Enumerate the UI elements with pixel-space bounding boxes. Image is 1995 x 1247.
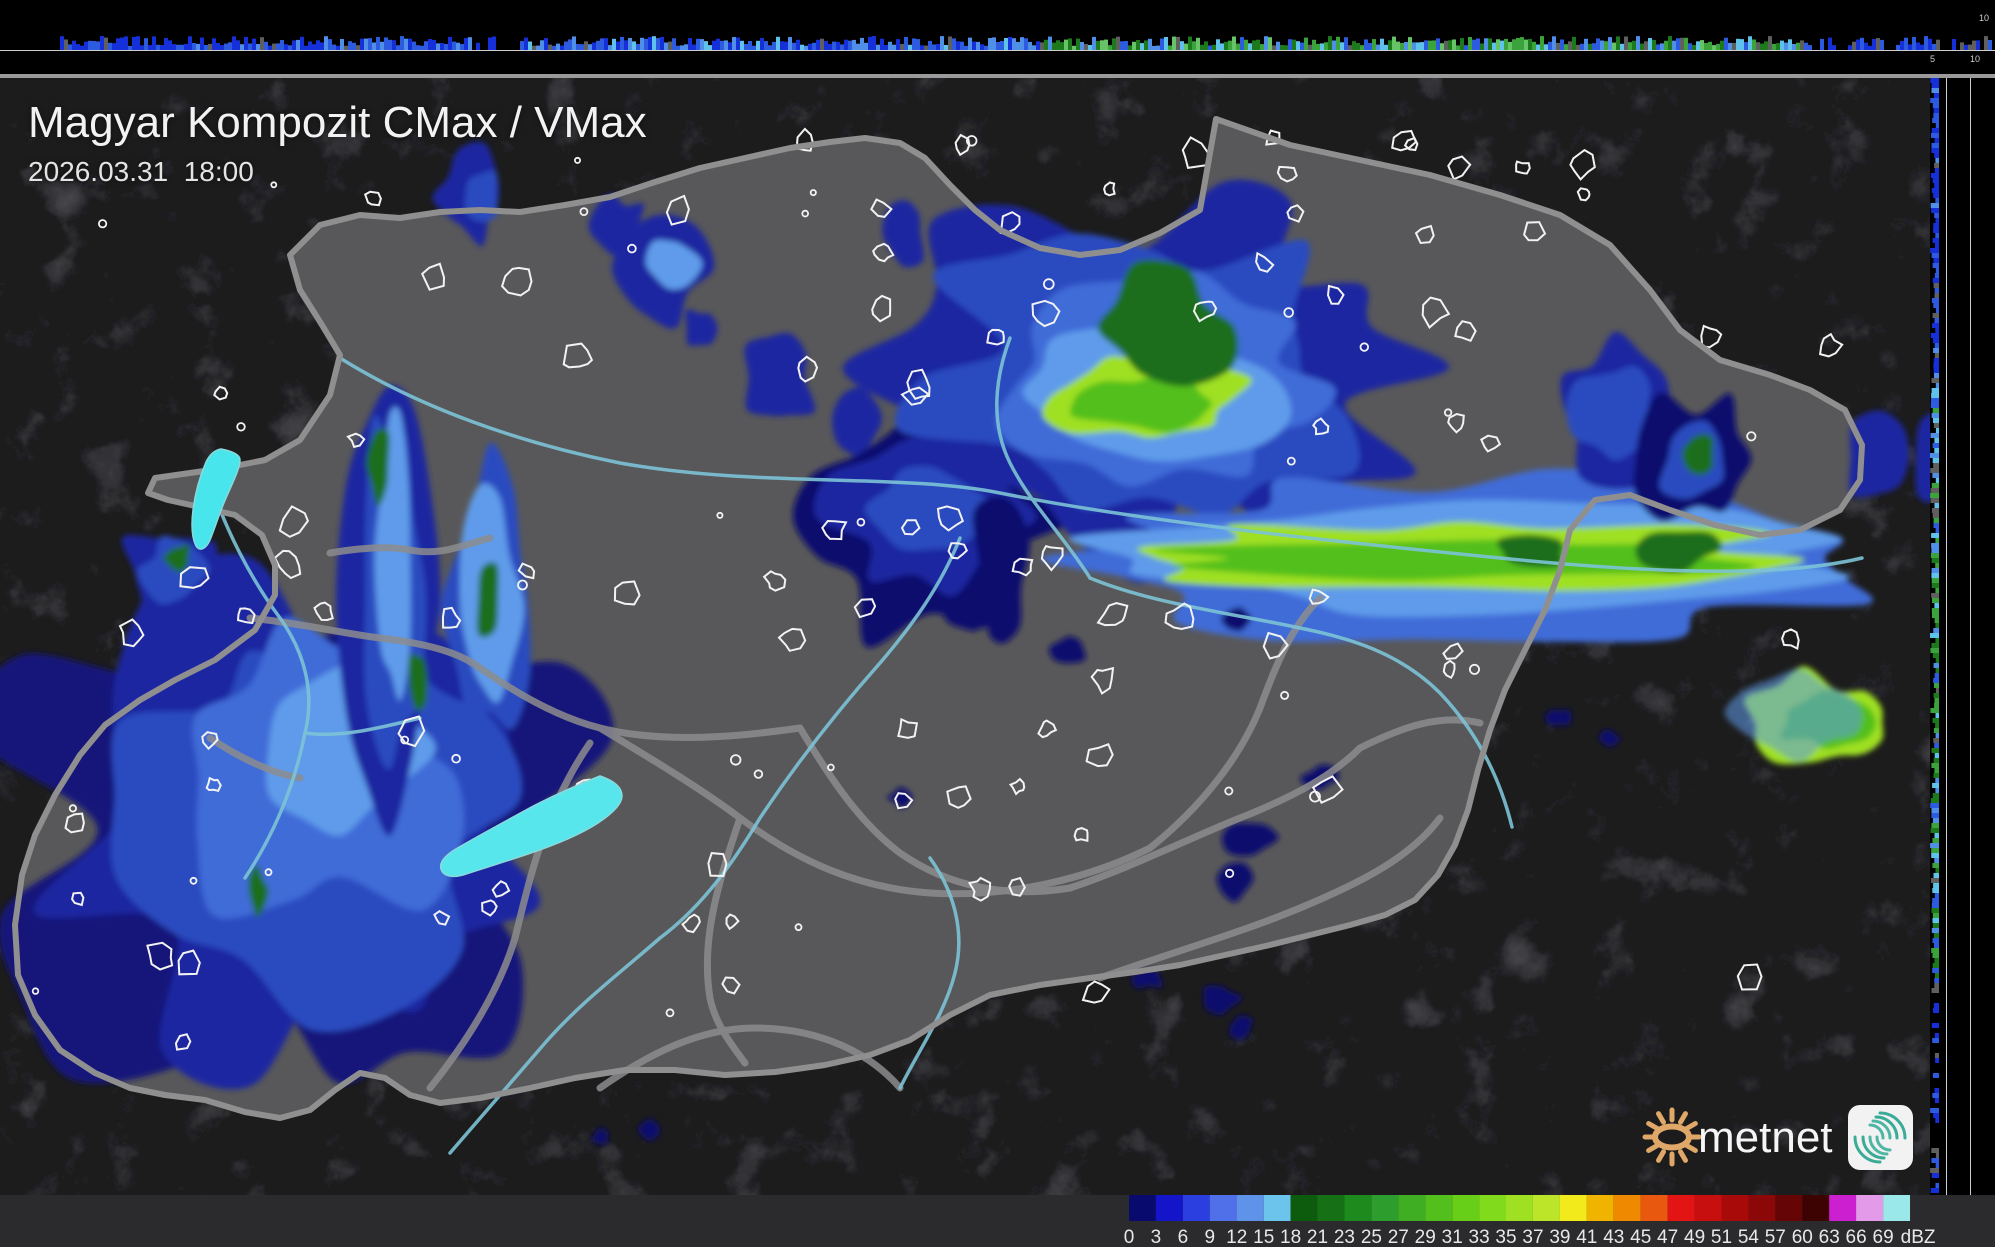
svg-text:31: 31 xyxy=(1442,1227,1463,1247)
svg-text:66: 66 xyxy=(1846,1227,1867,1247)
svg-text:63: 63 xyxy=(1819,1227,1840,1247)
svg-text:29: 29 xyxy=(1415,1227,1436,1247)
svg-text:12: 12 xyxy=(1226,1227,1247,1247)
svg-text:3: 3 xyxy=(1151,1227,1162,1247)
svg-text:57: 57 xyxy=(1765,1227,1786,1247)
svg-text:43: 43 xyxy=(1603,1227,1624,1247)
svg-text:0: 0 xyxy=(1124,1227,1135,1247)
svg-text:9: 9 xyxy=(1205,1227,1216,1247)
svg-text:49: 49 xyxy=(1684,1227,1705,1247)
svg-text:39: 39 xyxy=(1549,1227,1570,1247)
svg-text:dBZ: dBZ xyxy=(1901,1227,1936,1247)
svg-text:47: 47 xyxy=(1657,1227,1678,1247)
svg-text:37: 37 xyxy=(1522,1227,1543,1247)
svg-text:35: 35 xyxy=(1495,1227,1516,1247)
svg-text:metnet: metnet xyxy=(1698,1113,1833,1162)
svg-text:15: 15 xyxy=(1253,1227,1274,1247)
svg-text:60: 60 xyxy=(1792,1227,1813,1247)
svg-text:33: 33 xyxy=(1469,1227,1490,1247)
svg-text:6: 6 xyxy=(1178,1227,1189,1247)
svg-text:41: 41 xyxy=(1576,1227,1597,1247)
svg-text:23: 23 xyxy=(1334,1227,1355,1247)
svg-text:18: 18 xyxy=(1280,1227,1301,1247)
svg-text:25: 25 xyxy=(1361,1227,1382,1247)
svg-text:45: 45 xyxy=(1630,1227,1651,1247)
svg-text:21: 21 xyxy=(1307,1227,1328,1247)
svg-text:69: 69 xyxy=(1873,1227,1894,1247)
svg-text:54: 54 xyxy=(1738,1227,1760,1247)
svg-text:51: 51 xyxy=(1711,1227,1732,1247)
svg-text:27: 27 xyxy=(1388,1227,1409,1247)
